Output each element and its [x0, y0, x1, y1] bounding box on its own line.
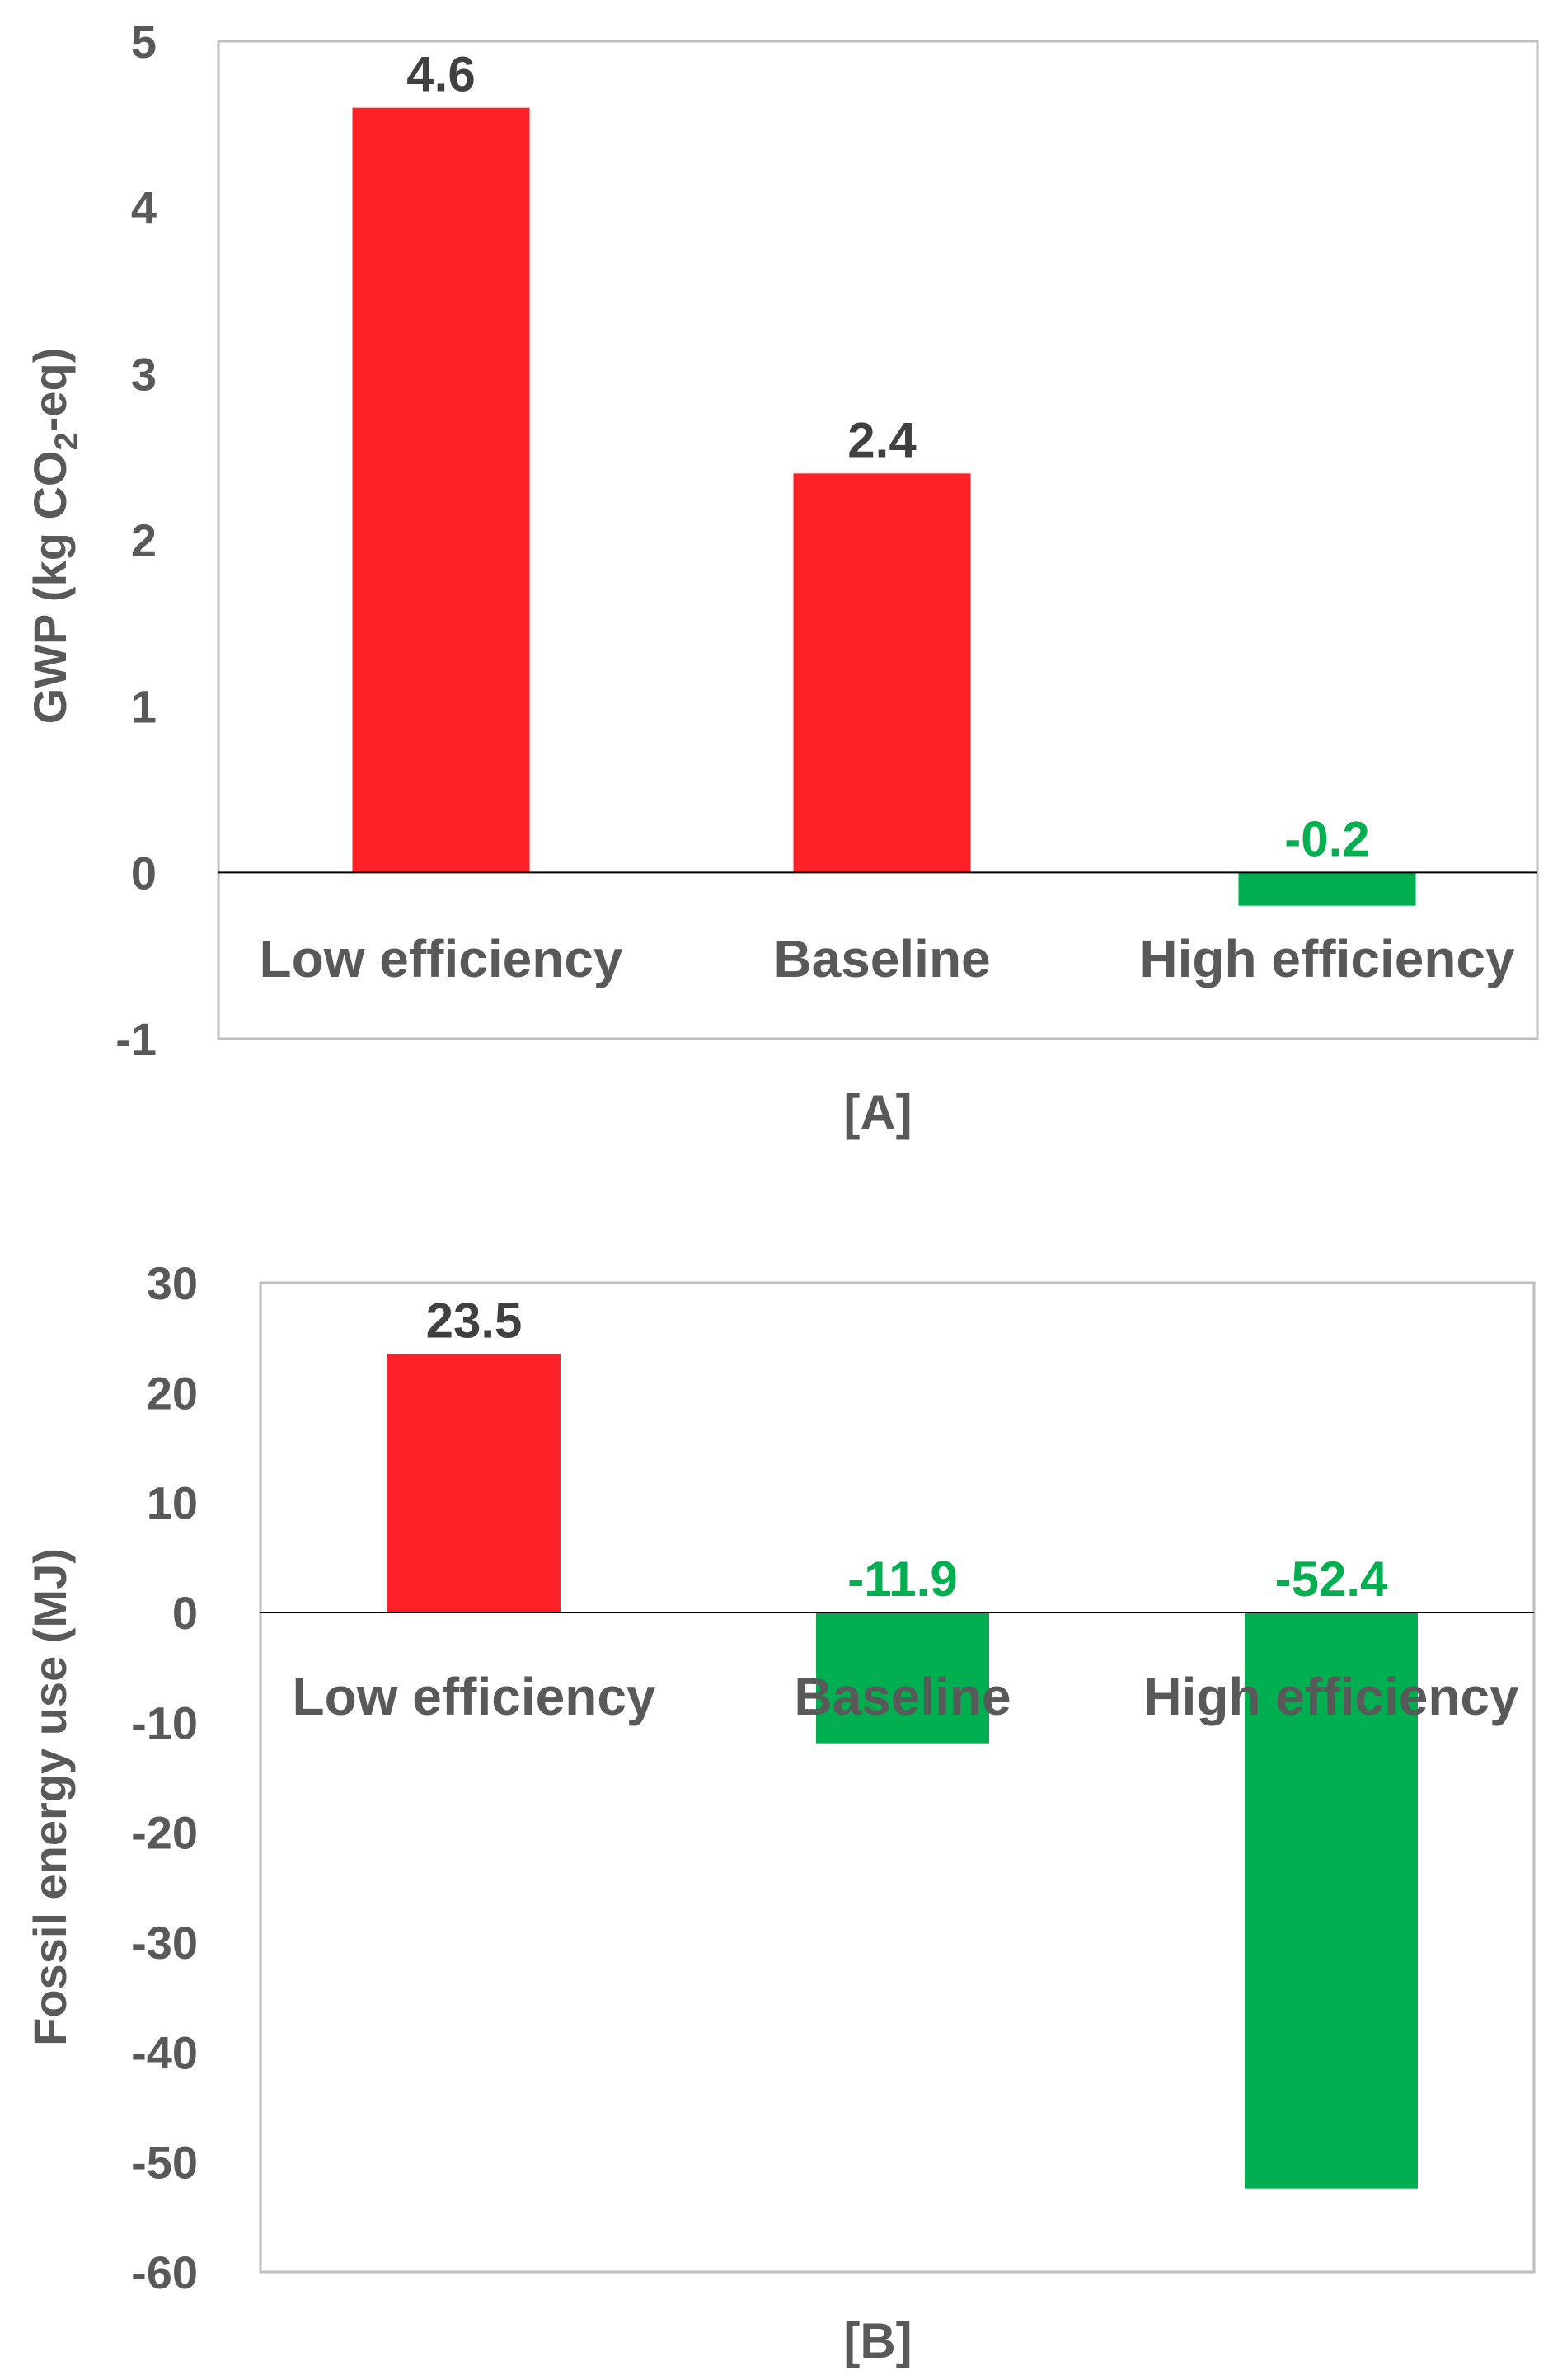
chart-a-panel-label: [A]: [843, 1085, 912, 1140]
chart-a-y-tick-label: 2: [131, 514, 157, 566]
chart-b-y-tick-label: -40: [131, 2026, 198, 2078]
chart-b-data-labels: 23.5 -11.9 -52.4: [426, 1293, 1388, 1607]
chart-a-y-tick-label: -1: [115, 1013, 157, 1065]
chart-b-data-label: -52.4: [1275, 1551, 1388, 1607]
chart-a-data-label: -0.2: [1284, 811, 1369, 866]
chart-a-y-tick-labels: 5 4 3 2 1 0 -1: [115, 16, 157, 1065]
chart-a-y-axis-label: GWP (kg CO2-eq): [24, 348, 85, 725]
chart-b-y-tick-label: 30: [147, 1257, 198, 1309]
chart-a-category-label: Baseline: [773, 929, 990, 988]
chart-a-plot-border: [217, 40, 1539, 1040]
chart-b-category-label: High efficiency: [1143, 1667, 1519, 1726]
chart-b-y-tick-label: 20: [147, 1367, 198, 1419]
chart-b-y-tick-label: 10: [147, 1477, 198, 1529]
chart-b-data-label: 23.5: [426, 1293, 523, 1349]
chart-a-category-labels: Low efficiency Baseline High efficiency: [260, 929, 1516, 988]
chart-b-category-label: Baseline: [794, 1667, 1011, 1726]
chart-a-category-label: High efficiency: [1139, 929, 1515, 988]
chart-a-y-tick-label: 3: [131, 348, 157, 400]
chart-b-y-tick-label: 0: [172, 1587, 198, 1639]
chart-a-y-tick-label: 5: [131, 16, 157, 68]
chart-a-bar-baseline: [793, 473, 971, 873]
chart-a-bar-high-efficiency: [1238, 872, 1416, 906]
chart-b-plot-border: [259, 1281, 1536, 2274]
chart-b-bar-baseline: [816, 1612, 989, 1744]
chart-a-y-tick-label: 0: [131, 847, 157, 899]
chart-a-y-tick-label: 1: [131, 681, 157, 733]
chart-a-category-label: Low efficiency: [260, 929, 623, 988]
chart-b-bars: [387, 1354, 1418, 2189]
chart-b-y-tick-labels: 30 20 10 0 -10 -20 -30 -40 -50 -60: [131, 1257, 198, 2298]
chart-b-category-label: Low efficiency: [293, 1667, 656, 1726]
chart-b-y-tick-label: -60: [131, 2246, 198, 2298]
chart-b-y-tick-label: -10: [131, 1697, 198, 1749]
chart-b-y-tick-label: -30: [131, 1917, 198, 1969]
chart-b-bar-high-efficiency: [1245, 1612, 1418, 2189]
chart-b: 30 20 10 0 -10 -20 -30 -40 -50 -60 23.5 …: [24, 1257, 1536, 2368]
chart-a-data-labels: 4.6 2.4 -0.2: [406, 47, 1369, 867]
chart-a-y-tick-label: 4: [131, 182, 157, 234]
chart-b-y-tick-label: -50: [131, 2137, 198, 2189]
chart-a-data-label: 4.6: [406, 47, 475, 102]
chart-b-data-label: -11.9: [847, 1551, 957, 1607]
chart-a: 5 4 3 2 1 0 -1 4.6 2.4 -0.2 Low efficien…: [24, 16, 1539, 1140]
chart-a-bars: [352, 107, 1416, 906]
chart-b-y-axis-label: Fossil energy use (MJ): [24, 1548, 76, 2046]
chart-a-bar-low-efficiency: [352, 107, 530, 873]
chart-b-y-tick-label: -20: [131, 1807, 198, 1859]
chart-b-category-labels: Low efficiency Baseline High efficiency: [293, 1667, 1520, 1726]
chart-b-panel-label: [B]: [843, 2313, 912, 2368]
chart-a-data-label: 2.4: [847, 412, 917, 467]
chart-b-bar-low-efficiency: [387, 1354, 561, 1612]
